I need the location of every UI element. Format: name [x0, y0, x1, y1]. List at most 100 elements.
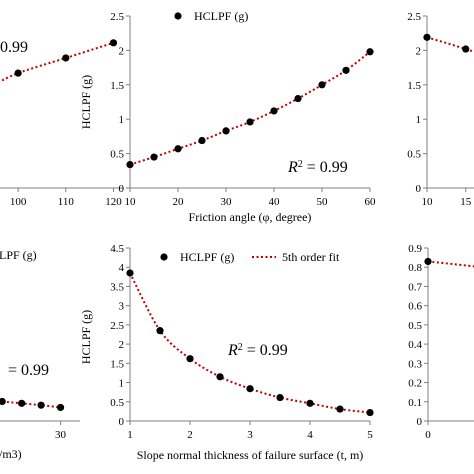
y-tick-label: 3.5 — [110, 281, 124, 293]
y-tick-label: 1 — [119, 114, 125, 126]
y-tick-label: 0.2 — [408, 378, 422, 390]
data-point — [174, 145, 182, 153]
chart-panel-bottom-middle: 1 2 3 4 5 0 0.5 1 1.5 2 2.5 3 3.5 4 4.5 HCLPF (g) 5th or… — [79, 243, 374, 462]
y-tick-label: 2 — [416, 45, 422, 57]
y-tick-label: 0 — [119, 183, 125, 195]
y-tick-label: 0.4 — [408, 339, 422, 351]
data-point — [336, 405, 344, 413]
x-tick-label: 40 — [269, 196, 281, 208]
data-point — [216, 373, 224, 381]
data-point — [276, 393, 284, 402]
x-tick-label: 0 — [425, 429, 431, 441]
y-tick-label: 0.5 — [110, 149, 124, 161]
x-tick-label: 10 — [422, 196, 434, 208]
legend-label: LPF (g) — [0, 248, 37, 262]
y-tick-label: 0.8 — [408, 262, 422, 274]
data-point — [109, 39, 118, 47]
data-point — [37, 401, 45, 409]
x-axis-title: N/m3) — [0, 447, 22, 461]
data-point — [246, 385, 254, 393]
x-tick-label: 1 — [127, 429, 133, 441]
y-tick-label: 1 — [119, 378, 125, 390]
data-point — [306, 399, 314, 407]
y-tick-label: 1.5 — [110, 358, 124, 370]
y-tick-label: 3 — [119, 301, 125, 313]
data-point — [294, 94, 302, 103]
x-tick-label: 4 — [307, 429, 313, 441]
data-point — [56, 403, 65, 412]
x-tick-label: 2 — [187, 429, 193, 441]
x-tick-label: 3 — [247, 429, 253, 441]
y-tick-label: 2.5 — [110, 320, 124, 332]
data-point — [18, 399, 26, 407]
fit-curve — [426, 36, 474, 53]
data-point — [222, 127, 230, 135]
chart-panel-top-middle: 10 20 30 40 50 60 0 0.5 1 1.5 2 2.5 HCLPF (g) R2 = 0.… — [79, 9, 376, 224]
x-axis-title: Slope normal thickness of failure surfac… — [137, 448, 364, 462]
y-tick-label: 0.3 — [408, 358, 422, 370]
x-tick-label: 50 — [317, 196, 329, 208]
data-point — [156, 327, 164, 335]
data-point — [423, 33, 431, 41]
y-tick-label: 0.9 — [408, 243, 422, 255]
chart-panel-top-right: 10 15 0 0.5 1 1.5 2 2.5 — [407, 11, 474, 208]
y-tick-label: 1.5 — [407, 80, 421, 92]
data-point — [424, 257, 432, 266]
x-axis-title: Friction angle (φ, degree) — [189, 210, 312, 224]
y-tick-label: 4.5 — [110, 243, 124, 255]
r-squared-label: R2 = 0.99 — [227, 342, 288, 360]
data-point — [150, 153, 158, 161]
y-tick-label: 2.5 — [407, 11, 421, 23]
data-point — [342, 66, 350, 74]
fit-curve — [129, 50, 371, 166]
y-tick-label: 2 — [119, 45, 125, 57]
data-point — [62, 54, 70, 62]
data-point — [126, 161, 134, 169]
fit-curve — [0, 41, 114, 83]
chart-panel-bottom-right: 00 0.1 0.2 0.3 0.4 0.5 0.6 0.7 0.8 0.9 — [408, 243, 474, 441]
legend-label: HCLPF (g) — [180, 250, 234, 264]
legend-label: HCLPF (g) — [194, 9, 248, 23]
r-squared-label: = 0.99 — [8, 362, 49, 379]
y-tick-label: 0.6 — [408, 301, 422, 313]
fit-curve — [0, 400, 61, 409]
data-point — [462, 45, 470, 53]
data-point — [366, 48, 374, 56]
r-squared-label: R2 = 0.99 — [287, 159, 348, 177]
y-tick-label: 1 — [416, 114, 422, 126]
chart-panel-bottom-left: 2530LPF (g)= 0.99N/m3) — [0, 248, 80, 461]
x-tick-label: 110 — [58, 196, 75, 208]
x-tick-label: 20 — [173, 196, 185, 208]
y-tick-label: 2 — [119, 339, 125, 351]
data-point — [246, 118, 254, 126]
y-tick-label: 0.7 — [408, 281, 422, 293]
x-tick-label: 10 — [125, 196, 137, 208]
fit-curve — [427, 260, 474, 268]
y-axis-title: HCLPF (g) — [79, 310, 93, 364]
x-tick-label: 15 — [460, 196, 472, 208]
data-point — [270, 107, 278, 115]
legend-marker — [160, 253, 168, 261]
data-point — [14, 69, 22, 77]
data-point — [366, 408, 374, 417]
x-tick-label: 30 — [55, 429, 67, 441]
data-point — [198, 136, 206, 145]
y-tick-label: 0.5 — [408, 320, 422, 332]
y-tick-label: 0 — [417, 416, 423, 428]
y-tick-label: 2.5 — [110, 11, 124, 23]
data-point — [186, 355, 194, 363]
x-tick-label: 30 — [221, 196, 233, 208]
legend-label: 5th order fit — [282, 250, 340, 264]
x-tick-label: 60 — [365, 196, 377, 208]
y-tick-label: 0 — [119, 416, 125, 428]
y-tick-label: 0.1 — [408, 397, 422, 409]
x-tick-label: 120 — [105, 196, 122, 208]
x-tick-label: 5 — [367, 429, 373, 441]
r-squared-label: 0.99 — [0, 39, 28, 56]
x-tick-label: 100 — [10, 196, 27, 208]
y-axis-title: HCLPF (g) — [79, 75, 93, 129]
y-tick-label: 0.5 — [110, 397, 124, 409]
y-tick-label: 0.5 — [407, 149, 421, 161]
